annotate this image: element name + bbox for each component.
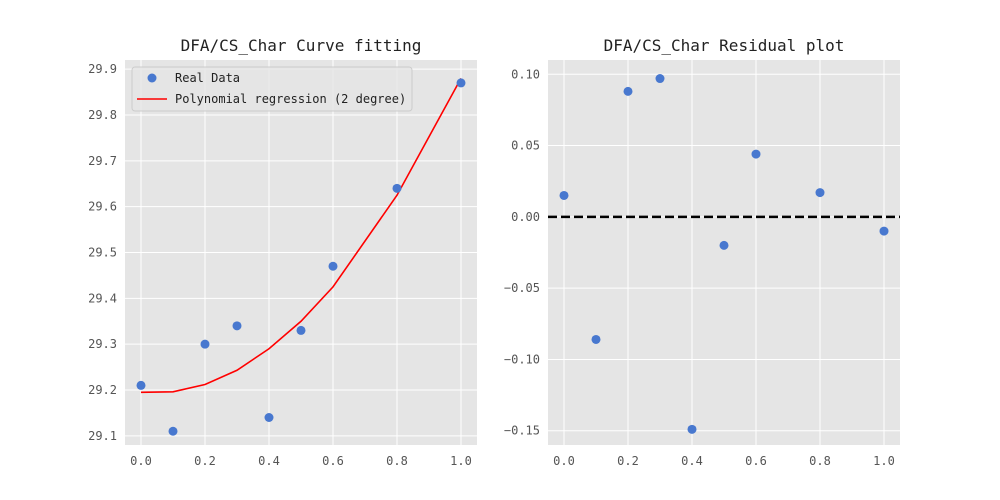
data-point (200, 339, 210, 349)
chart-title: DFA/CS_Char Residual plot (604, 36, 845, 55)
data-point (751, 149, 761, 159)
plot-area (548, 60, 900, 445)
data-point (591, 334, 601, 344)
legend-marker (147, 73, 157, 83)
x-tick-label: 0.4 (681, 454, 703, 468)
y-tick-label: 29.5 (88, 246, 117, 260)
data-point (687, 424, 697, 434)
data-point (264, 413, 274, 422)
x-tick-label: 1.0 (450, 454, 472, 468)
y-tick-label: 29.7 (88, 154, 117, 168)
data-point (456, 78, 466, 88)
legend-label: Polynomial regression (2 degree) (175, 92, 406, 106)
residual-plot-chart: 0.0 0.2 0.4 0.6 0.8 1.0 −0.15 −0.10 −0.05 0.00 0.0… (504, 36, 900, 468)
x-tick-label: 0.8 (809, 454, 831, 468)
chart-title: DFA/CS_Char Curve fitting (181, 36, 422, 55)
data-point (168, 426, 178, 436)
x-tick-label: 0.8 (386, 454, 408, 468)
y-tick-label: 29.3 (88, 337, 117, 351)
legend-box (131, 66, 413, 112)
data-point (655, 74, 665, 84)
x-tick-label: 1.0 (873, 454, 895, 468)
data-point (623, 86, 633, 96)
legend: Real Data Polynomial regression (2 degree… (131, 66, 413, 112)
x-tick-label: 0.6 (745, 454, 767, 468)
data-point (232, 321, 242, 331)
y-tick-label: 29.2 (88, 383, 117, 397)
y-tick-label: 29.1 (88, 429, 117, 443)
data-point (879, 226, 889, 236)
data-point (328, 261, 338, 271)
data-point (136, 380, 146, 390)
x-tick-label: 0.4 (258, 454, 280, 468)
y-tick-label: 29.4 (88, 291, 117, 305)
x-tick-label: 0.2 (617, 454, 639, 468)
x-tick-label: 0.6 (322, 454, 344, 468)
y-tick-label: 0.10 (511, 67, 540, 81)
y-tick-label: −0.05 (504, 281, 540, 295)
y-tick-label: 29.6 (88, 200, 117, 214)
x-tick-label: 0.0 (130, 454, 152, 468)
y-tick-label: −0.10 (504, 352, 540, 366)
data-point (815, 188, 825, 198)
y-tick-label: 0.00 (511, 210, 540, 224)
data-point (559, 190, 569, 200)
data-point (296, 325, 306, 335)
data-point (719, 240, 729, 250)
data-point (392, 183, 402, 193)
y-tick-label: 29.8 (88, 108, 117, 122)
curve-fitting-chart: 0.0 0.2 0.4 0.6 0.8 1.0 29.1 29.2 29.3 29.4 29.5 29… (88, 36, 477, 468)
y-tick-label: 29.9 (88, 62, 117, 76)
legend-label: Real Data (175, 71, 240, 85)
x-tick-label: 0.0 (553, 454, 575, 468)
y-tick-label: 0.05 (511, 139, 540, 153)
x-tick-label: 0.2 (194, 454, 216, 468)
regression-line (140, 77, 462, 394)
y-tick-label: −0.15 (504, 424, 540, 438)
